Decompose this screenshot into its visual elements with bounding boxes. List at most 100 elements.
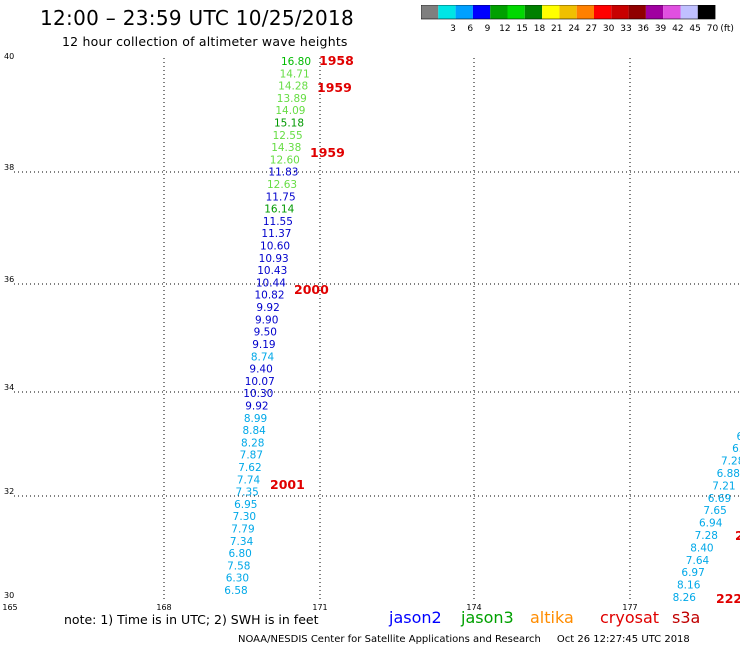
longitude-label: 168	[156, 603, 171, 612]
wave-height-value: 6.80	[228, 548, 251, 560]
wave-height-value: 7.30	[233, 511, 256, 523]
wave-height-color-scale: 3 6 9 12 15 18 21 24 27 30 33 36 39 42 45 70 (ft)	[420, 4, 739, 39]
latitude-label: 38	[4, 163, 14, 172]
longitude-label: 174	[466, 603, 481, 612]
wave-height-value: 8.74	[251, 351, 275, 363]
scale-swatch	[507, 5, 525, 19]
wave-height-value: 6.88	[717, 468, 740, 480]
wave-height-value: 7.28	[695, 530, 718, 542]
scale-swatch	[421, 5, 439, 19]
wave-height-value: 15.18	[274, 118, 304, 130]
wave-height-value: 6.94	[699, 518, 723, 530]
wave-height-value: 7.62	[238, 462, 261, 474]
wave-height-value: 10.44	[256, 277, 286, 289]
scale-tick-label: 27	[586, 24, 597, 34]
wave-height-value: 9.40	[249, 364, 272, 376]
scale-tick-label: 3	[450, 24, 456, 34]
longitude-label: 165	[2, 603, 17, 612]
pass-time-label: 2	[735, 528, 740, 543]
satellite-legend-altika: altika	[530, 608, 574, 627]
wave-height-value: 10.07	[245, 376, 275, 388]
wave-height-value: 7.65	[703, 505, 726, 517]
scale-swatch	[611, 5, 629, 19]
satellite-legend-cryosat: cryosat	[600, 608, 660, 627]
longitude-label: 177	[622, 603, 637, 612]
wave-height-value: 9.50	[254, 327, 277, 339]
units-note: note: 1) Time is in UTC; 2) SWH is in fe…	[64, 612, 319, 627]
wave-height-value: 6.69	[708, 493, 731, 505]
wave-height-value: 11.75	[266, 191, 296, 203]
wave-height-value: 6.30	[226, 573, 249, 585]
map-subtitle: 12 hour collection of altimeter wave hei…	[62, 34, 348, 49]
scale-swatch	[524, 5, 543, 19]
scale-swatch	[559, 5, 577, 19]
wave-height-value: 10.30	[243, 388, 273, 400]
pass-time-label: 1958	[319, 53, 354, 68]
scale-swatch	[576, 5, 594, 19]
axis-labels: 40 38 36 34 32 30 165 168 171 174 177	[2, 52, 637, 612]
scale-tick-label: 36	[638, 24, 650, 34]
scale-tick-label: 33	[620, 24, 631, 34]
scale-tick-label: 15	[516, 24, 527, 34]
pass-time-label: 222	[716, 591, 740, 606]
wave-height-value: 9.90	[255, 314, 278, 326]
scale-tick-label: 12	[499, 24, 510, 34]
footer: NOAA/NESDIS Center for Satellite Applica…	[238, 634, 690, 645]
wave-height-value: 6.8	[732, 443, 740, 455]
scale-tick-label: 70	[707, 24, 719, 34]
altimeter-track-west: 16.8014.7114.2813.8914.0915.1812.5514.38…	[224, 56, 311, 597]
altimeter-track-east: 76.6.06.87.286.887.216.697.656.947.288.4…	[673, 431, 740, 604]
wave-height-value: 6.95	[234, 499, 257, 511]
map-title: 12:00 – 23:59 UTC 10/25/2018	[40, 6, 355, 30]
wave-height-value: 12.55	[273, 130, 303, 142]
scale-swatch	[542, 5, 560, 19]
scale-swatch	[438, 5, 456, 19]
wave-height-value: 16.80	[281, 56, 311, 68]
wave-height-value: 10.82	[254, 290, 284, 302]
wave-height-value: 6.97	[681, 567, 704, 579]
wave-height-value: 7.21	[712, 480, 735, 492]
scale-swatch	[645, 5, 664, 19]
wave-height-value: 10.93	[259, 253, 289, 265]
wave-height-value: 14.09	[275, 105, 305, 117]
scale-swatch	[628, 5, 646, 19]
scale-tick-label: 18	[534, 24, 546, 34]
color-scale-graphic: 3 6 9 12 15 18 21 24 27 30 33 36 39 42 45 70 (ft)	[420, 4, 734, 34]
wave-height-value: 8.99	[244, 413, 267, 425]
satellite-legend-jason2: jason2	[389, 608, 442, 627]
footer-timestamp: Oct 26 12:27:45 UTC 2018	[556, 634, 690, 645]
scale-frame	[420, 4, 716, 20]
wave-height-value: 8.84	[242, 425, 266, 437]
wave-height-value: 10.43	[257, 265, 287, 277]
scale-tick-label: 21	[551, 24, 562, 34]
latitude-label: 32	[4, 487, 14, 496]
latitude-label: 30	[4, 591, 14, 600]
scale-swatch	[594, 5, 612, 19]
wave-height-value: 7.58	[227, 560, 250, 572]
scale-swatch	[663, 5, 681, 19]
wave-height-value: 7.79	[231, 523, 254, 535]
scale-swatch	[697, 5, 716, 19]
wave-height-value: 7.34	[230, 536, 254, 548]
latitude-label: 34	[4, 383, 14, 392]
satellite-legend-jason3: jason3	[461, 608, 514, 627]
pass-time-label: 2000	[294, 282, 329, 297]
pass-time-label: 1959	[317, 80, 352, 95]
wave-height-value: 9.19	[252, 339, 275, 351]
wave-height-value: 8.28	[241, 437, 264, 449]
scale-tick-label: 39	[655, 24, 667, 34]
wave-height-value: 14.28	[278, 81, 308, 93]
wave-height-value: 8.40	[690, 542, 713, 554]
scale-swatch	[472, 5, 491, 19]
wave-height-value: 7.35	[235, 487, 258, 499]
scale-tick-label: 9	[485, 24, 491, 34]
wave-height-value: 9.92	[256, 302, 279, 314]
latitude-label: 40	[4, 52, 14, 61]
wave-height-value: 7.28	[721, 456, 740, 468]
scale-unit-label: (ft)	[720, 24, 734, 34]
wave-height-value: 7.64	[686, 555, 710, 567]
wave-height-value: 11.83	[268, 167, 298, 179]
